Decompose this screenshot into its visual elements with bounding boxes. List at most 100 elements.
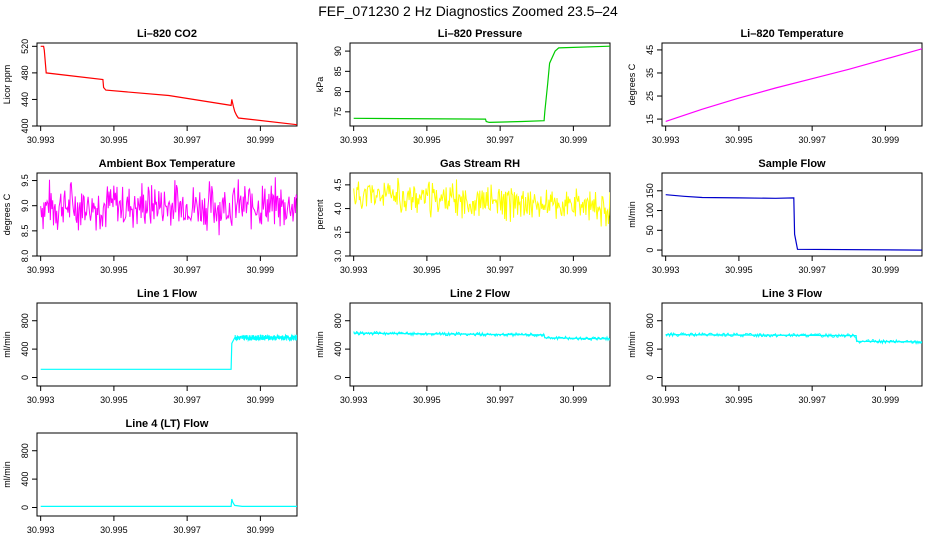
series-line	[353, 177, 610, 227]
plot-frame	[661, 42, 923, 127]
y-tick-label: 3.0	[333, 250, 343, 263]
y-tick-label: 4.0	[333, 202, 343, 215]
series-line	[353, 332, 610, 340]
x-tick-label: 30.995	[413, 135, 441, 145]
y-tick-label: 400	[20, 118, 30, 133]
y-axis-label: degrees C	[627, 63, 637, 105]
x-tick-label: 30.999	[560, 395, 588, 405]
x-tick-label: 30.995	[725, 265, 753, 275]
x-tick-label: 30.993	[652, 135, 680, 145]
y-axis-label: Licor ppm	[2, 65, 12, 105]
y-tick-label: 90	[333, 46, 343, 56]
y-axis-label: ml/min	[2, 461, 12, 488]
y-axis-label: percent	[315, 199, 325, 230]
panel-line2: Line 2 Flow ml/min 30.993 30.995 30.997 30.99…	[315, 288, 611, 405]
panel-title: Ambient Box Temperature	[99, 158, 236, 170]
x-tick-label: 30.993	[340, 265, 368, 275]
plot-frame	[349, 42, 611, 127]
plot-frame	[661, 172, 923, 257]
x-tick-label: 30.993	[27, 135, 55, 145]
plot-frame	[661, 302, 923, 387]
series-line	[40, 177, 297, 236]
y-axis-label: ml/min	[2, 331, 12, 358]
y-tick-label: 25	[645, 91, 655, 101]
y-axis-label: ml/min	[627, 331, 637, 358]
y-tick-label: 0	[645, 375, 655, 380]
x-tick-label: 30.997	[173, 525, 201, 535]
plot-frame	[36, 432, 298, 517]
y-tick-label: 35	[645, 68, 655, 78]
x-tick-label: 30.993	[652, 265, 680, 275]
plot-frame	[349, 302, 611, 387]
y-tick-label: 3.5	[333, 226, 343, 239]
x-tick-label: 30.995	[100, 135, 128, 145]
y-tick-label: 85	[333, 66, 343, 76]
y-tick-label: 8.5	[20, 225, 30, 238]
x-tick-label: 30.997	[173, 395, 201, 405]
y-tick-label: 0	[645, 248, 655, 253]
panel-title: Sample Flow	[758, 158, 826, 170]
plot-frame	[349, 172, 611, 257]
panel-title: Line 4 (LT) Flow	[126, 418, 209, 430]
panel-sample: Sample Flow ml/min 30.993 30.995 30.997 30.99…	[627, 158, 923, 275]
panel-rh: Gas Stream RH percent 30.993 30.995 30.997 30…	[315, 158, 611, 275]
panel-title: Line 3 Flow	[762, 288, 822, 300]
y-tick-label: 150	[645, 183, 655, 198]
y-tick-label: 400	[20, 472, 30, 487]
y-tick-label: 400	[645, 342, 655, 357]
panel-temperature: Li–820 Temperature degrees C 30.993 30.995 3…	[627, 28, 923, 145]
x-tick-label: 30.999	[560, 135, 588, 145]
y-axis-label: ml/min	[315, 331, 325, 358]
x-tick-label: 30.999	[247, 525, 275, 535]
panel-co2: Li–820 CO2 Licor ppm 30.993 30.995 30.997 30.…	[2, 28, 298, 145]
x-tick-label: 30.995	[100, 265, 128, 275]
y-axis-label: ml/min	[627, 201, 637, 228]
plot-frame	[36, 172, 298, 257]
x-tick-label: 30.993	[340, 395, 368, 405]
x-tick-label: 30.995	[100, 525, 128, 535]
x-tick-label: 30.997	[798, 265, 826, 275]
y-tick-label: 15	[645, 114, 655, 124]
y-tick-label: 9.5	[20, 174, 30, 187]
x-tick-label: 30.997	[486, 395, 514, 405]
x-tick-label: 30.997	[173, 265, 201, 275]
panel-ambient: Ambient Box Temperature degrees C 30.993 30…	[2, 158, 298, 275]
x-tick-label: 30.999	[872, 395, 900, 405]
x-tick-label: 30.995	[725, 395, 753, 405]
y-axis-label: degrees C	[2, 193, 12, 235]
x-tick-label: 30.999	[872, 135, 900, 145]
x-tick-label: 30.993	[27, 265, 55, 275]
y-tick-label: 75	[333, 107, 343, 117]
plot-frame	[36, 42, 298, 127]
y-tick-label: 0	[20, 505, 30, 510]
y-tick-label: 480	[20, 65, 30, 80]
panel-title: Li–820 Pressure	[438, 28, 522, 40]
x-tick-label: 30.997	[486, 135, 514, 145]
x-tick-label: 30.997	[486, 265, 514, 275]
x-tick-label: 30.993	[27, 395, 55, 405]
panel-line4: Line 4 (LT) Flow ml/min 30.993 30.995 30.997…	[2, 418, 298, 535]
x-tick-label: 30.999	[247, 395, 275, 405]
series-line	[665, 48, 922, 122]
x-tick-label: 30.997	[173, 135, 201, 145]
y-tick-label: 50	[645, 225, 655, 235]
panel-line1: Line 1 Flow ml/min 30.993 30.995 30.997 30.99…	[2, 288, 298, 405]
y-tick-label: 4.5	[333, 179, 343, 192]
y-tick-label: 80	[333, 87, 343, 97]
x-tick-label: 30.997	[798, 395, 826, 405]
y-tick-label: 8.0	[20, 250, 30, 263]
x-tick-label: 30.993	[340, 135, 368, 145]
y-tick-label: 800	[20, 443, 30, 458]
y-tick-label: 800	[333, 313, 343, 328]
series-line	[353, 45, 610, 124]
x-tick-label: 30.999	[247, 135, 275, 145]
panel-title: Li–820 CO2	[137, 28, 197, 40]
panel-title: Gas Stream RH	[440, 158, 520, 170]
series-line	[665, 334, 922, 343]
x-tick-label: 30.999	[247, 265, 275, 275]
y-tick-label: 400	[333, 342, 343, 357]
x-tick-label: 30.993	[27, 525, 55, 535]
series-line	[40, 337, 297, 370]
